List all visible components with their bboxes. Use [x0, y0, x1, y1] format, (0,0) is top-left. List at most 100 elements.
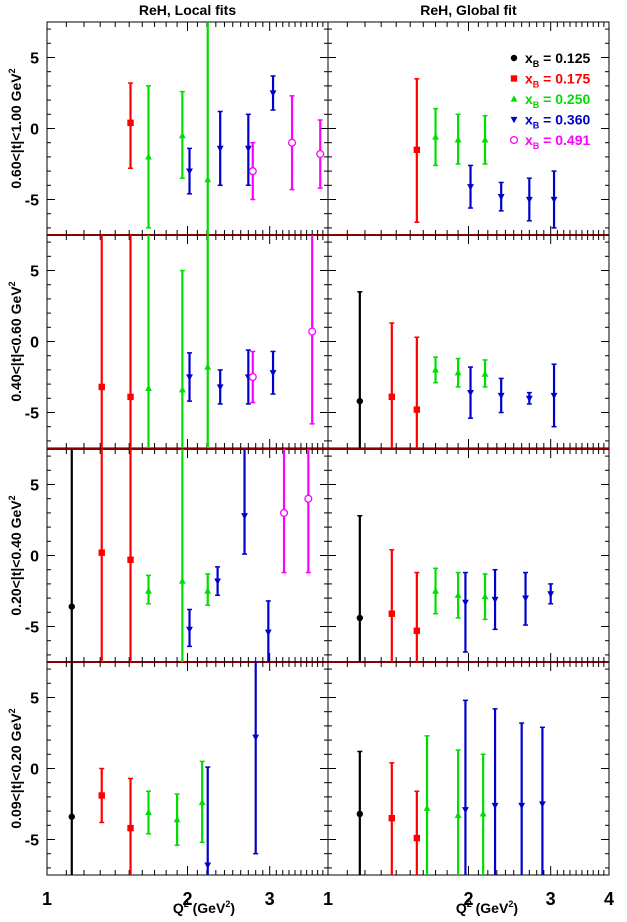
x-axis-title-part: (GeV: [189, 900, 226, 916]
marker: [454, 591, 462, 598]
legend-entry: xB = 0.250: [510, 91, 591, 110]
marker: [388, 610, 396, 617]
marker: [216, 145, 224, 153]
marker: [481, 370, 489, 377]
data-point: [525, 177, 533, 222]
legend-label: xB = 0.125: [525, 50, 591, 69]
data-point: [127, 82, 134, 170]
panel-frame: [46, 234, 329, 449]
panel-2-1: [356, 514, 555, 662]
data-point: [497, 377, 505, 414]
legend-label-part: x: [525, 71, 533, 87]
y-tick-label: -5: [25, 193, 39, 210]
legend-marker: [510, 54, 518, 62]
data-point: [388, 549, 396, 662]
legend-label-part: = 0.125: [539, 50, 590, 66]
marker: [308, 327, 317, 336]
data-point: [467, 164, 474, 209]
data-point: [550, 170, 558, 229]
row-label-part: 2: [7, 68, 17, 73]
row-label: 0.60<|t|<1.00 GeV2: [7, 68, 24, 188]
data-point: [186, 608, 193, 648]
marker: [216, 384, 224, 391]
legend-marker: [509, 135, 519, 145]
legend-label-part: x: [525, 91, 533, 107]
data-point: [204, 573, 212, 606]
marker: [98, 549, 105, 556]
marker: [432, 587, 439, 594]
data-point: [204, 22, 212, 235]
marker: [127, 556, 134, 563]
x-axis-title-part: 2: [225, 899, 230, 909]
marker: [467, 390, 474, 397]
marker: [145, 384, 152, 391]
legend-label-part: B: [533, 121, 540, 131]
data-point: [481, 573, 489, 621]
data-point: [248, 141, 257, 201]
data-point: [413, 790, 421, 875]
marker: [413, 834, 421, 842]
data-point: [145, 790, 152, 835]
data-point: [491, 708, 499, 875]
marker: [497, 194, 505, 201]
marker: [204, 862, 212, 869]
data-point: [127, 235, 134, 448]
data-point: [98, 449, 105, 662]
marker: [178, 577, 186, 584]
data-point: [173, 793, 181, 846]
legend-marker: [510, 95, 518, 102]
row-label-part: 0.09<|t|<0.20 GeV: [8, 713, 24, 829]
marker: [127, 119, 134, 127]
data-point: [145, 235, 152, 448]
data-point: [481, 114, 489, 165]
marker: [269, 90, 277, 97]
data-point: [279, 449, 289, 574]
marker: [432, 133, 439, 140]
data-point: [356, 514, 364, 662]
marker: [539, 801, 546, 808]
marker: [462, 807, 469, 814]
row-label-part: 0.20<|t|<0.40 GeV: [8, 500, 24, 616]
data-point: [98, 767, 105, 824]
marker: [204, 175, 212, 183]
x-tick-label: 2: [182, 889, 192, 909]
x-axis-title: Q2 (GeV2): [456, 899, 518, 916]
marker: [248, 372, 257, 382]
data-point: [186, 352, 193, 402]
marker: [252, 734, 260, 742]
panel-3-0: [68, 662, 260, 875]
data-point: [204, 235, 212, 448]
marker: [304, 494, 313, 503]
data-point: [178, 449, 186, 662]
legend-label: xB = 0.491: [525, 132, 591, 151]
marker: [145, 808, 152, 816]
data-point: [479, 753, 487, 875]
marker: [462, 599, 469, 607]
marker: [356, 397, 364, 405]
data-point: [432, 567, 439, 615]
data-point: [356, 291, 364, 448]
x-tick-label: 1: [323, 889, 333, 909]
marker: [204, 363, 212, 370]
legend-label-part: x: [525, 50, 533, 66]
marker: [264, 629, 272, 636]
data-point: [252, 662, 260, 855]
data-point: [432, 356, 439, 384]
data-point: [98, 235, 105, 448]
legend-label-part: B: [533, 59, 540, 69]
data-point: [127, 449, 134, 662]
data-point: [269, 350, 277, 395]
data-point: [264, 600, 272, 662]
marker: [454, 811, 462, 818]
marker: [127, 824, 134, 832]
data-point: [462, 699, 469, 875]
data-point: [241, 449, 248, 555]
y-tick-label: 5: [30, 264, 39, 281]
panel-2-0: [68, 449, 313, 662]
marker: [550, 392, 558, 400]
data-point: [308, 235, 317, 425]
y-tick-label: 5: [30, 691, 39, 708]
data-point: [198, 760, 206, 844]
marker: [178, 385, 186, 393]
panel-frame: [46, 21, 329, 236]
